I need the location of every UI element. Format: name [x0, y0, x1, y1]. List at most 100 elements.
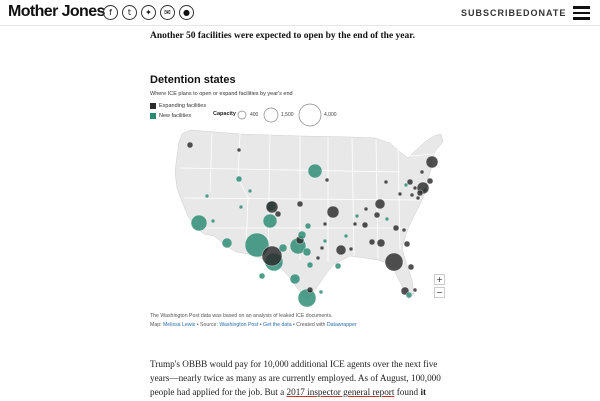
expanding-facility-marker[interactable]: [419, 169, 425, 175]
article-paragraph: Another 50 facilities were expected to o…: [150, 31, 415, 41]
us-map[interactable]: [150, 128, 450, 308]
author-link[interactable]: Melissa Lewis: [162, 322, 196, 328]
expanding-facility-marker[interactable]: [426, 177, 434, 185]
expanding-facility-marker[interactable]: [412, 185, 418, 191]
menu-icon[interactable]: [573, 6, 590, 20]
expanding-facility-marker[interactable]: [368, 238, 376, 246]
expanding-facility-marker[interactable]: [306, 286, 314, 294]
expanding-facility-marker[interactable]: [319, 245, 325, 251]
expanding-facility-marker[interactable]: [315, 255, 321, 261]
new-facility-marker[interactable]: [343, 233, 349, 239]
expanding-facility-marker[interactable]: [397, 191, 403, 197]
expanding-facility-marker[interactable]: [409, 192, 415, 198]
expanding-facility-marker[interactable]: [373, 211, 381, 219]
bluesky-icon[interactable]: ✦: [141, 5, 156, 20]
expanding-facility-marker[interactable]: [392, 224, 400, 232]
expanding-facility-marker[interactable]: [416, 189, 424, 197]
get-data-link[interactable]: Get the data: [263, 322, 292, 328]
article-text: found: [394, 387, 421, 397]
expanding-facility-marker[interactable]: [406, 178, 414, 186]
new-facility-marker[interactable]: [221, 237, 233, 249]
expanding-facility-marker[interactable]: [324, 177, 330, 183]
new-facility-marker[interactable]: [204, 193, 210, 199]
zoom-out-button[interactable]: −: [434, 287, 445, 298]
legend-swatch: [150, 113, 156, 119]
facility-markers: [186, 141, 439, 308]
map-subtitle: Where ICE plans to open or expand facili…: [150, 91, 293, 97]
map-note: The Washington Post data was based on an…: [150, 313, 333, 319]
expanding-facility-marker[interactable]: [348, 246, 354, 252]
credit-text: Map:: [150, 322, 163, 328]
expanding-facility-marker[interactable]: [401, 227, 407, 233]
legend-item-expanding: Expanding facilities: [150, 103, 206, 109]
datawrapper-link[interactable]: Datawrapper: [326, 322, 357, 328]
expanding-facility-marker[interactable]: [186, 141, 194, 149]
capacity-label: Capacity: [213, 111, 236, 117]
new-facility-marker[interactable]: [297, 230, 307, 240]
expanding-facility-marker[interactable]: [296, 200, 304, 208]
expanding-facility-marker[interactable]: [374, 198, 386, 210]
expanding-facility-marker[interactable]: [274, 210, 282, 218]
source-link[interactable]: Washington Post: [219, 322, 259, 328]
new-facility-marker[interactable]: [306, 261, 314, 269]
new-facility-marker[interactable]: [289, 273, 301, 285]
new-facility-marker[interactable]: [238, 204, 244, 210]
new-facility-marker[interactable]: [384, 216, 390, 222]
article-text: people had applied for the job. But a: [150, 387, 287, 397]
new-facility-marker[interactable]: [258, 272, 266, 280]
expanding-facility-marker[interactable]: [376, 238, 386, 248]
zoom-in-button[interactable]: +: [434, 274, 445, 285]
new-facility-marker[interactable]: [403, 182, 409, 188]
donate-link[interactable]: DONATE: [523, 8, 567, 18]
legend-label: Expanding facilities: [159, 103, 207, 109]
expanding-facility-marker[interactable]: [352, 221, 358, 227]
new-facility-marker[interactable]: [334, 262, 342, 270]
expanding-facility-marker[interactable]: [412, 287, 418, 293]
expanding-facility-marker[interactable]: [383, 179, 389, 185]
email-icon[interactable]: ✉: [160, 5, 175, 20]
new-facility-marker[interactable]: [304, 222, 312, 230]
new-facility-marker[interactable]: [210, 218, 216, 224]
new-facility-marker[interactable]: [278, 243, 288, 253]
expanding-facility-marker[interactable]: [384, 252, 404, 272]
new-facility-marker[interactable]: [354, 213, 360, 219]
map-credits: Map: Melissa Lewis • Source: Washington …: [150, 322, 357, 328]
new-facility-marker[interactable]: [190, 214, 208, 232]
expanding-facility-marker[interactable]: [335, 244, 347, 256]
new-facility-marker[interactable]: [262, 213, 278, 229]
expanding-facility-marker[interactable]: [236, 147, 242, 153]
new-facility-marker[interactable]: [244, 232, 270, 258]
new-facility-marker[interactable]: [247, 188, 253, 194]
new-facility-marker[interactable]: [318, 289, 324, 295]
comment-icon[interactable]: ●: [179, 5, 194, 20]
expanding-facility-marker[interactable]: [363, 206, 369, 212]
article-line: years—nearly twice as many as are curren…: [150, 373, 441, 383]
new-facility-marker[interactable]: [307, 163, 323, 179]
expanding-facility-marker[interactable]: [407, 263, 415, 271]
expanding-facility-marker[interactable]: [322, 221, 328, 227]
new-facility-marker[interactable]: [235, 175, 243, 183]
expanding-facility-marker[interactable]: [261, 245, 283, 267]
article-line-3: people had applied for the job. But a 20…: [150, 385, 450, 399]
expanding-facility-marker[interactable]: [326, 205, 340, 219]
expanding-facility-marker[interactable]: [425, 155, 439, 169]
subscribe-link[interactable]: SUBSCRIBE: [461, 8, 524, 18]
capacity-circle-medium: [263, 107, 279, 123]
expanding-facility-marker[interactable]: [403, 240, 411, 248]
new-facility-marker[interactable]: [302, 247, 312, 257]
new-facility-marker[interactable]: [297, 288, 317, 308]
article-text: it: [420, 387, 427, 397]
credit-text: • Created with: [291, 322, 327, 328]
new-facility-marker[interactable]: [405, 291, 413, 299]
new-facility-marker[interactable]: [322, 238, 328, 244]
expanding-facility-marker[interactable]: [265, 200, 279, 214]
inspector-report-link[interactable]: 2017 inspector general report: [286, 387, 395, 397]
capacity-value: 1,500: [281, 112, 294, 118]
us-landmass: [174, 129, 444, 301]
site-logo[interactable]: Mother Jones: [8, 3, 105, 20]
twitter-icon[interactable]: t: [122, 5, 137, 20]
expanding-facility-marker[interactable]: [415, 195, 421, 201]
article-line: Trump's OBBB would pay for 10,000 additi…: [150, 359, 438, 369]
facebook-icon[interactable]: f: [103, 5, 118, 20]
expanding-facility-marker[interactable]: [361, 221, 369, 229]
